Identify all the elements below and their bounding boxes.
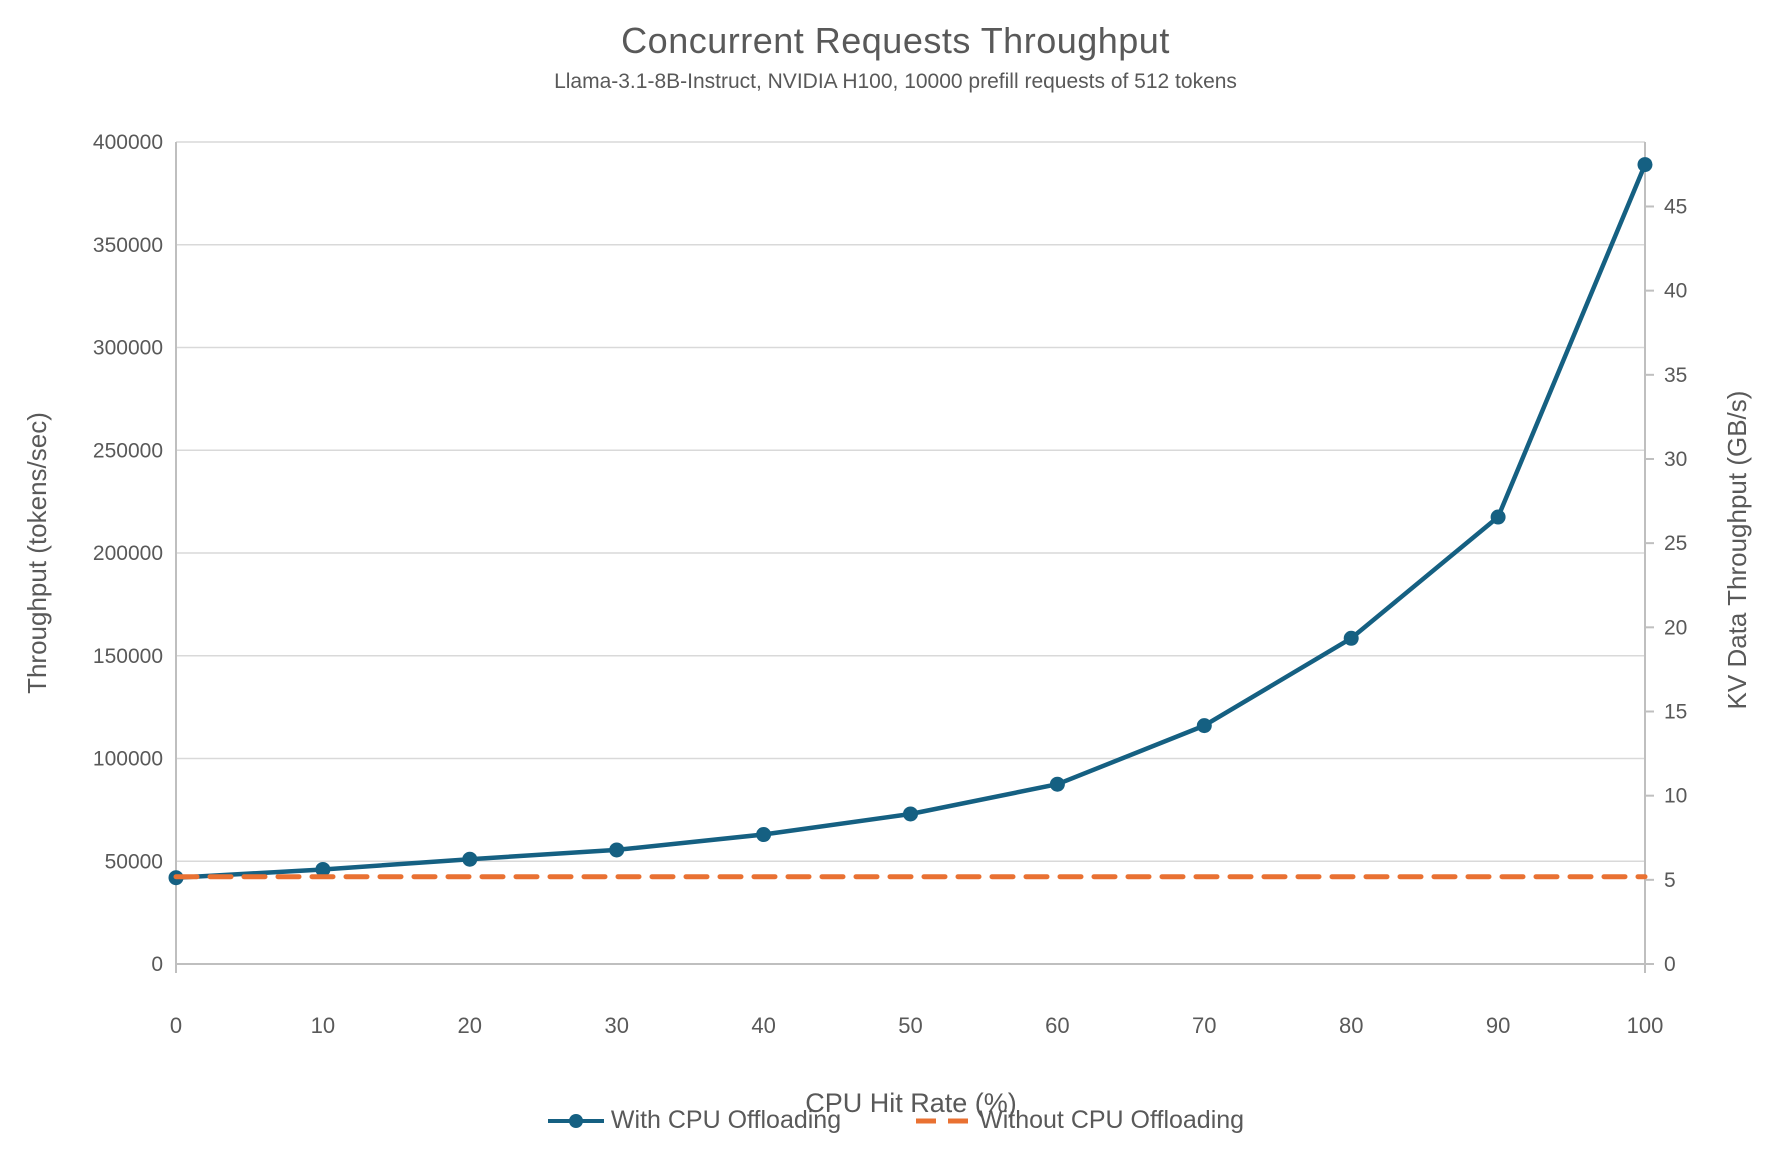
y-left-tick-label: 300000: [93, 337, 163, 360]
data-point: [1196, 718, 1212, 734]
x-tick-label: 20: [458, 1013, 482, 1038]
y-right-tick-label: 25: [1664, 532, 1687, 555]
y-right-tick-label: 35: [1664, 364, 1687, 387]
y-left-tick-label: 50000: [105, 850, 163, 873]
data-point: [315, 861, 331, 877]
x-tick-label: 70: [1192, 1013, 1216, 1038]
x-axis-title: CPU Hit Rate (%): [805, 1088, 1017, 1118]
dashed-line-icon: [916, 1118, 973, 1123]
legend-item-with-cpu-offloading: With CPU Offloading: [547, 1106, 841, 1135]
y-left-tick-label: 150000: [93, 645, 163, 668]
data-point: [609, 842, 625, 858]
y-left-tick-label: 100000: [93, 748, 163, 771]
x-tick-label: 10: [311, 1013, 335, 1038]
data-point: [903, 806, 918, 822]
y-left-tick-label: 250000: [93, 439, 163, 462]
y-left-tick-label: 400000: [93, 131, 163, 154]
data-point: [1490, 509, 1506, 525]
x-tick-label: 80: [1339, 1013, 1363, 1038]
y-right-tick-label: 0: [1664, 953, 1676, 976]
chart-title: Concurrent Requests Throughput: [621, 20, 1170, 61]
x-tick-label: 90: [1486, 1013, 1510, 1038]
x-tick-label: 50: [898, 1013, 922, 1038]
legend-label: Without CPU Offloading: [979, 1106, 1245, 1134]
y-left-tick-label: 350000: [93, 234, 163, 257]
legend-label: With CPU Offloading: [610, 1106, 842, 1134]
x-tick-label: 0: [170, 1013, 182, 1038]
data-point: [1637, 157, 1653, 173]
data-point: [1343, 630, 1359, 646]
legend: With CPU Offloading Without CPU Offloadi…: [0, 1106, 1791, 1135]
y-right-tick-label: 15: [1664, 700, 1687, 723]
x-tick-label: 40: [751, 1013, 775, 1038]
x-tick-label: 60: [1045, 1013, 1069, 1038]
data-point: [1049, 776, 1065, 792]
y-right-tick-label: 30: [1664, 448, 1687, 471]
line-marker-icon: [547, 1113, 604, 1128]
legend-item-without-cpu-offloading: Without CPU Offloading: [915, 1106, 1244, 1135]
x-tick-label: 30: [604, 1013, 628, 1038]
y-axis-left-title: Throughput (tokens/sec): [22, 412, 52, 694]
y-right-tick-label: 5: [1664, 869, 1676, 892]
y-axis-right-title: KV Data Throughput (GB/s): [1722, 390, 1752, 710]
series-line-with-cpu-offloading: [173, 162, 1648, 880]
y-right-tick-label: 20: [1664, 616, 1687, 639]
y-left-tick-label: 0: [151, 953, 163, 976]
data-point: [756, 827, 772, 843]
x-tick-label: 100: [1627, 1013, 1664, 1038]
y-right-tick-label: 10: [1664, 785, 1687, 808]
y-right-tick-label: 45: [1664, 195, 1687, 218]
chart-subtitle: Llama-3.1-8B-Instruct, NVIDIA H100, 1000…: [554, 70, 1237, 93]
y-right-tick-label: 40: [1664, 280, 1687, 303]
y-left-tick-label: 200000: [93, 542, 163, 565]
data-point: [462, 851, 478, 867]
